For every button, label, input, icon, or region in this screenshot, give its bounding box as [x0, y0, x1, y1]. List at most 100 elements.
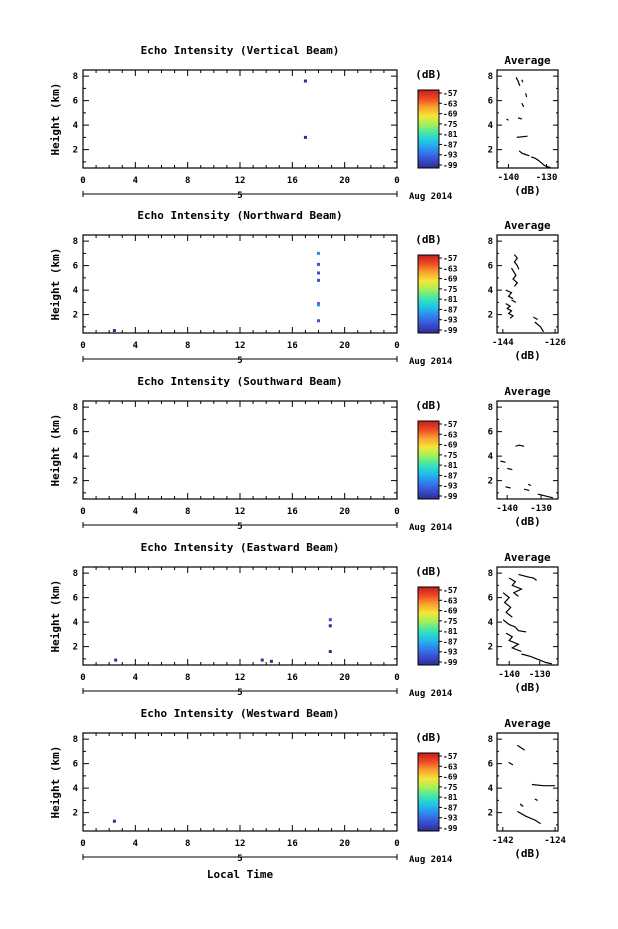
- y-axis-label: Height (km): [49, 248, 62, 321]
- y-tick-label: 8: [488, 403, 493, 413]
- date-label: Aug 2014: [409, 855, 453, 865]
- echo-point: [112, 819, 116, 823]
- echo-point: [317, 319, 320, 323]
- average-profile-segment: [521, 653, 553, 665]
- x-tick-label: 20: [339, 507, 350, 517]
- y-tick-label: 4: [73, 452, 79, 462]
- colorbar-tick-label: -69: [443, 441, 458, 450]
- x-tick-label: 20: [339, 839, 350, 849]
- x-tick-label: 0: [394, 176, 399, 186]
- average-profile-segment: [502, 619, 519, 632]
- average-profile-segment: [506, 118, 509, 121]
- colorbar-tick-label: -69: [443, 110, 458, 119]
- x-tick-label: 0: [80, 673, 85, 683]
- x-tick-label: 4: [133, 673, 139, 683]
- x-tick-label: 16: [287, 341, 298, 351]
- y-tick-label: 8: [488, 72, 493, 82]
- x-tick-label: 0: [80, 176, 85, 186]
- average-title: Average: [504, 54, 551, 67]
- panel-title: Echo Intensity (Eastward Beam): [141, 541, 340, 554]
- x-tick-label: 8: [185, 673, 190, 683]
- average-profile-segment: [521, 79, 524, 83]
- colorbar: [417, 752, 440, 832]
- x-tick-label: 12: [235, 507, 246, 517]
- x-tick-label: 4: [133, 341, 139, 351]
- colorbar-tick-label: -87: [443, 471, 458, 480]
- y-tick-label: 4: [488, 784, 494, 794]
- colorbar: [417, 420, 440, 500]
- y-tick-label: 6: [488, 428, 493, 438]
- x-tick-label: 0: [80, 839, 85, 849]
- colorbar-tick-label: -63: [443, 762, 458, 771]
- x-tick-label: 16: [287, 839, 298, 849]
- colorbar-tick-label: -87: [443, 140, 458, 149]
- x-tick-label: -126: [544, 338, 566, 348]
- colorbar-tick-label: -63: [443, 430, 458, 439]
- y-axis-label: Height (km): [49, 83, 62, 156]
- colorbar-tick-label: -75: [443, 285, 458, 294]
- day-label: 5: [237, 522, 242, 532]
- heatmap-plot-area: [82, 69, 398, 169]
- colorbar-unit: (dB): [415, 731, 442, 744]
- y-axis-label: Height (km): [49, 580, 62, 653]
- average-profile-segment: [508, 761, 514, 766]
- x-tick-label: 0: [394, 839, 399, 849]
- echo-point: [317, 278, 320, 282]
- y-tick-label: 8: [488, 237, 493, 247]
- date-label: Aug 2014: [409, 192, 453, 202]
- average-profile-segment: [519, 803, 524, 807]
- x-tick-label: -130: [536, 173, 558, 183]
- x-tick-label: 20: [339, 673, 350, 683]
- colorbar-tick-label: -87: [443, 305, 458, 314]
- average-profile-segment: [516, 744, 525, 751]
- colorbar-unit: (dB): [415, 68, 442, 81]
- day-label: 5: [237, 191, 242, 201]
- panel-title: Echo Intensity (Northward Beam): [137, 209, 342, 222]
- echo-point: [303, 79, 307, 83]
- colorbar-tick-label: -81: [443, 295, 458, 304]
- echo-point: [303, 135, 307, 139]
- colorbar-tick-label: -99: [443, 824, 458, 833]
- average-plot-area: [496, 400, 559, 500]
- x-axis-main-label: Local Time: [207, 868, 274, 881]
- x-axis-label: (dB): [514, 184, 541, 197]
- y-tick-label: 8: [488, 735, 493, 745]
- colorbar-tick-label: -87: [443, 803, 458, 812]
- average-profile-segment: [533, 316, 538, 321]
- colorbar-tick-label: -81: [443, 627, 458, 636]
- day-label: 5: [237, 688, 242, 698]
- colorbar-tick-label: -99: [443, 161, 458, 170]
- average-profile-segment: [516, 135, 528, 138]
- colorbar-tick-label: -81: [443, 130, 458, 139]
- heatmap-plot-area: [82, 566, 398, 666]
- x-tick-label: 20: [339, 176, 350, 186]
- x-axis-label: (dB): [514, 349, 541, 362]
- colorbar-tick-label: -93: [443, 316, 458, 325]
- colorbar-tick-label: -57: [443, 752, 458, 761]
- x-tick-label: 12: [235, 176, 246, 186]
- average-profile-segment: [507, 467, 513, 471]
- y-tick-label: 4: [73, 784, 79, 794]
- average-profile-segment: [508, 577, 523, 597]
- y-tick-label: 8: [73, 72, 78, 82]
- heatmap-plot-area: [82, 400, 398, 500]
- y-tick-label: 2: [488, 809, 493, 819]
- colorbar-tick-label: -87: [443, 637, 458, 646]
- y-tick-label: 2: [488, 643, 493, 653]
- echo-point: [328, 650, 332, 654]
- colorbar-tick-label: -99: [443, 326, 458, 335]
- y-tick-label: 8: [73, 735, 78, 745]
- date-label: Aug 2014: [409, 523, 453, 533]
- y-axis-label: Height (km): [49, 414, 62, 487]
- y-tick-label: 8: [488, 569, 493, 579]
- echo-point: [317, 262, 320, 266]
- average-profile-segment: [505, 303, 515, 319]
- echo-point: [317, 271, 320, 275]
- average-profile-segment: [513, 254, 520, 270]
- colorbar-tick-label: -57: [443, 254, 458, 263]
- colorbar-tick-label: -69: [443, 773, 458, 782]
- x-tick-label: 16: [287, 176, 298, 186]
- average-profile-segment: [527, 483, 532, 487]
- colorbar-tick-label: -81: [443, 461, 458, 470]
- panel-title: Echo Intensity (Southward Beam): [137, 375, 342, 388]
